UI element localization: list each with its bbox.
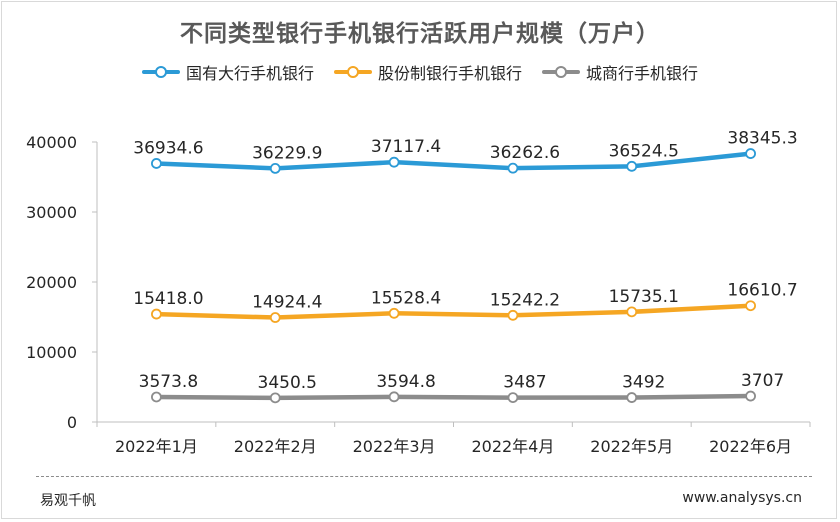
legend-label: 城商行手机银行 <box>586 64 699 83</box>
data-label: 37117.4 <box>371 137 441 157</box>
data-point-marker <box>269 312 281 323</box>
data-point-marker <box>388 391 400 403</box>
series-line-1 <box>154 151 753 171</box>
data-point-marker <box>388 307 400 319</box>
data-label: 36934.6 <box>133 138 203 158</box>
data-point-marker <box>507 162 519 174</box>
footer-divider <box>36 476 812 477</box>
website-label: www.analysys.cn <box>682 490 802 506</box>
data-label: 3492 <box>622 373 665 393</box>
legend-item-series-2: 股份制银行手机银行 <box>333 60 522 84</box>
data-label: 3487 <box>503 373 546 393</box>
legend-label: 国有大行手机银行 <box>185 64 314 83</box>
data-label: 15418.0 <box>133 289 203 309</box>
data-point-marker <box>151 308 162 320</box>
source-label: 易观千帆 <box>40 493 96 509</box>
data-label: 36229.9 <box>252 143 322 163</box>
data-label: 14924.4 <box>252 293 322 313</box>
data-point-marker <box>745 300 756 312</box>
series-line-3 <box>154 393 753 401</box>
legend-item-series-1: 国有大行手机银行 <box>141 60 314 84</box>
x-tick-label: 2022年1月 <box>115 437 198 456</box>
legend-item-series-3: 城商行手机银行 <box>542 60 698 84</box>
legend-line-marker-icon <box>141 65 180 79</box>
y-tick-label: 40000 <box>26 133 77 152</box>
data-point-marker <box>507 392 519 403</box>
data-label: 3594.8 <box>376 372 435 392</box>
data-point-marker <box>626 392 638 403</box>
data-label: 15528.4 <box>371 288 441 308</box>
y-tick-label: 0 <box>67 413 77 432</box>
data-label: 3707 <box>741 371 784 391</box>
data-point-marker <box>745 390 756 402</box>
data-point-marker <box>626 160 638 172</box>
data-point-marker <box>626 306 638 318</box>
data-point-marker <box>388 156 400 168</box>
data-label: 36262.6 <box>490 143 560 163</box>
data-point-marker <box>269 162 281 174</box>
data-point-marker <box>269 392 281 404</box>
data-label: 36524.5 <box>609 141 679 161</box>
data-point-marker <box>151 391 162 403</box>
data-label: 16610.7 <box>727 281 797 301</box>
data-label: 38345.3 <box>727 129 797 149</box>
data-point-marker <box>151 158 162 169</box>
x-tick-label: 2022年6月 <box>709 437 792 456</box>
y-tick-label: 10000 <box>26 343 77 362</box>
y-tick-label: 30000 <box>26 203 77 222</box>
legend: 国有大行手机银行 股份制银行手机银行 城商行手机银行 <box>0 60 840 84</box>
x-tick-label: 2022年4月 <box>471 437 554 456</box>
series-line-2 <box>154 303 753 320</box>
legend-line-marker-icon <box>542 65 580 79</box>
data-label: 3573.8 <box>139 372 198 392</box>
data-label: 15735.1 <box>609 287 679 307</box>
y-tick-label: 20000 <box>26 273 77 292</box>
legend-label: 股份制银行手机银行 <box>377 64 522 83</box>
data-label: 3450.5 <box>258 373 317 393</box>
x-tick-label: 2022年3月 <box>353 437 436 456</box>
data-point-marker <box>745 148 756 159</box>
data-label: 15242.2 <box>490 290 560 310</box>
legend-line-marker-icon <box>333 65 372 79</box>
chart-title: 不同类型银行手机银行活跃用户规模（万户） <box>180 21 660 47</box>
x-tick-label: 2022年5月 <box>590 437 673 456</box>
x-tick-label: 2022年2月 <box>234 437 317 456</box>
data-point-marker <box>507 309 519 321</box>
